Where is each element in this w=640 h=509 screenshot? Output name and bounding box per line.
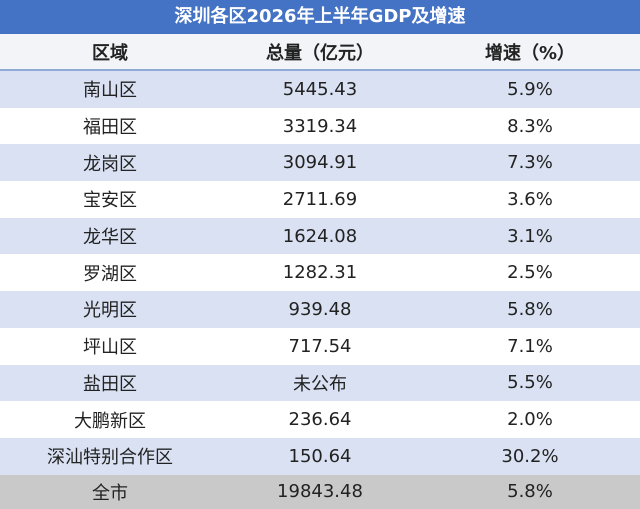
table-row: 龙岗区 3094.91 7.3% — [0, 144, 640, 182]
cell: 2.5% — [420, 254, 640, 292]
cell: 236.64 — [220, 401, 420, 438]
table-row: 光明区 939.48 5.8% — [0, 291, 640, 328]
total-row: 全市 19843.48 5.8% — [0, 474, 640, 509]
table-row: 宝安区 2711.69 3.6% — [0, 181, 640, 218]
gdp-table: 区域 总量（亿元） 增速（%） 南山区 5445.43 5.9% 福田区 3319.34 8.… — [0, 34, 640, 509]
cell: 30.2% — [420, 437, 640, 475]
table-body: 南山区 5445.43 5.9% 福田区 3319.34 8.3% 龙岗区 3094.91 7.… — [0, 70, 640, 509]
cell: 坪山区 — [0, 327, 220, 365]
header-cell: 总量（亿元） — [220, 34, 420, 71]
cell: 7.1% — [420, 327, 640, 365]
table-row: 盐田区 未公布 5.5% — [0, 364, 640, 402]
table-row: 龙华区 1624.08 3.1% — [0, 217, 640, 255]
header-row: 区域 总量（亿元） 增速（%） — [0, 34, 640, 71]
cell: 宝安区 — [0, 181, 220, 218]
cell: 龙华区 — [0, 217, 220, 255]
cell: 939.48 — [220, 291, 420, 328]
cell: 5.9% — [420, 70, 640, 108]
table-row: 深汕特别合作区 150.64 30.2% — [0, 437, 640, 475]
table-row: 福田区 3319.34 8.3% — [0, 107, 640, 145]
table-row: 坪山区 717.54 7.1% — [0, 327, 640, 365]
total-cell: 5.8% — [420, 474, 640, 509]
cell: 1624.08 — [220, 217, 420, 255]
cell: 717.54 — [220, 327, 420, 365]
total-cell: 19843.48 — [220, 474, 420, 509]
cell: 2.0% — [420, 401, 640, 438]
cell: 光明区 — [0, 291, 220, 328]
cell: 1282.31 — [220, 254, 420, 292]
cell: 3319.34 — [220, 107, 420, 145]
cell: 150.64 — [220, 437, 420, 475]
cell: 3.1% — [420, 217, 640, 255]
cell: 南山区 — [0, 70, 220, 108]
table-row: 大鹏新区 236.64 2.0% — [0, 401, 640, 438]
total-cell: 全市 — [0, 474, 220, 509]
table-title: 深圳各区2026年上半年GDP及增速 — [0, 0, 640, 34]
cell: 2711.69 — [220, 181, 420, 218]
cell: 3.6% — [420, 181, 640, 218]
header-cell: 增速（%） — [420, 34, 640, 71]
cell: 龙岗区 — [0, 144, 220, 182]
header-cell: 区域 — [0, 34, 220, 71]
cell: 3094.91 — [220, 144, 420, 182]
cell: 5445.43 — [220, 70, 420, 108]
cell: 5.5% — [420, 364, 640, 402]
cell: 5.8% — [420, 291, 640, 328]
cell: 福田区 — [0, 107, 220, 145]
cell: 盐田区 — [0, 364, 220, 402]
cell: 8.3% — [420, 107, 640, 145]
table-row: 罗湖区 1282.31 2.5% — [0, 254, 640, 292]
cell: 深汕特别合作区 — [0, 437, 220, 475]
table-row: 南山区 5445.43 5.9% — [0, 70, 640, 108]
cell: 罗湖区 — [0, 254, 220, 292]
cell: 7.3% — [420, 144, 640, 182]
cell: 大鹏新区 — [0, 401, 220, 438]
cell: 未公布 — [220, 364, 420, 402]
